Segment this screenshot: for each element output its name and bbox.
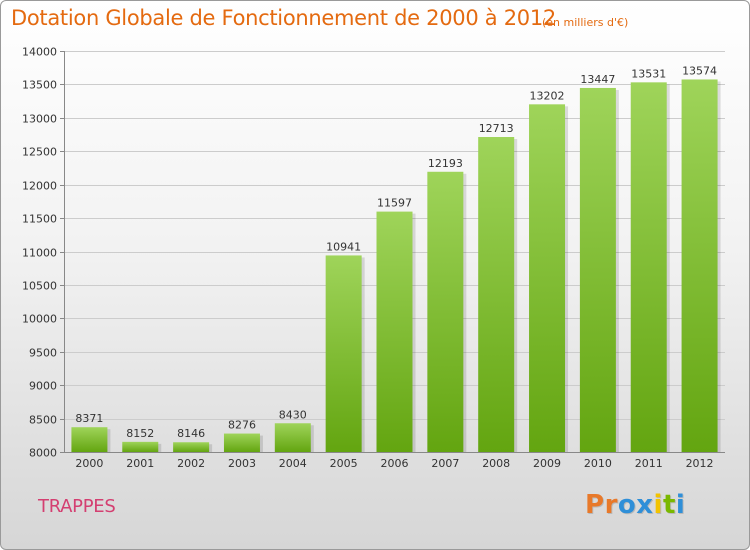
y-tick-label: 10500 xyxy=(22,280,57,293)
x-tick-label: 2004 xyxy=(279,457,307,470)
x-tick-label: 2001 xyxy=(126,457,154,470)
y-tick-label: 9000 xyxy=(29,380,57,393)
x-tick-label: 2007 xyxy=(431,457,459,470)
x-tick-label: 2012 xyxy=(686,457,714,470)
logo-letter: r xyxy=(604,490,618,520)
data-label: 11597 xyxy=(377,197,412,210)
labels: 8000 8500 9000 9500 10000 10500 11000 11500 1200… xyxy=(22,46,717,471)
y-tick-label: 8500 xyxy=(29,414,57,427)
y-tick-label: 9500 xyxy=(29,347,57,360)
chart-title: Dotation Globale de Fonctionnement de 20… xyxy=(11,6,556,30)
data-label: 12713 xyxy=(479,122,514,135)
data-label: 12193 xyxy=(428,157,463,170)
y-tick-label: 11500 xyxy=(22,213,57,226)
x-tick-label: 2006 xyxy=(381,457,409,470)
bar xyxy=(274,423,311,452)
logo-letter: t xyxy=(662,490,676,520)
commune-name: TRAPPES xyxy=(38,496,116,517)
bar xyxy=(122,441,159,452)
y-tick-label: 10000 xyxy=(22,313,57,326)
data-label: 13531 xyxy=(631,67,666,80)
axes xyxy=(60,51,725,453)
y-tick-label: 14000 xyxy=(22,46,57,59)
x-tick-label: 2009 xyxy=(533,457,561,470)
chart-subtitle: (en milliers d'€) xyxy=(542,16,629,29)
bar xyxy=(325,255,362,452)
proxiti-logo[interactable]: Proxiti xyxy=(585,490,685,520)
bar xyxy=(376,211,413,452)
data-label: 8146 xyxy=(177,427,205,440)
y-tick-label: 11000 xyxy=(22,247,57,260)
logo-letter: i xyxy=(675,490,686,520)
x-tick-label: 2008 xyxy=(482,457,510,470)
bar xyxy=(173,442,210,452)
logo-letter: x xyxy=(636,490,654,520)
data-label: 8430 xyxy=(279,408,307,421)
data-label: 13574 xyxy=(682,64,717,77)
bar xyxy=(478,137,515,452)
bar xyxy=(71,427,108,452)
y-tick-label: 8000 xyxy=(29,447,57,460)
bar xyxy=(529,104,566,452)
bar xyxy=(223,433,260,452)
logo-letter: i xyxy=(653,490,663,520)
data-label: 10941 xyxy=(326,240,361,253)
logo-letter: P xyxy=(585,490,605,520)
data-label: 8276 xyxy=(228,419,256,432)
bar xyxy=(630,82,667,452)
data-label: 13202 xyxy=(530,89,565,102)
bar xyxy=(427,171,464,453)
y-tick-label: 13500 xyxy=(22,79,57,92)
x-tick-label: 2005 xyxy=(330,457,358,470)
x-tick-label: 2011 xyxy=(635,457,663,470)
x-tick-label: 2003 xyxy=(228,457,256,470)
logo-letter: o xyxy=(617,490,637,520)
data-label: 8152 xyxy=(126,427,154,440)
data-label: 13447 xyxy=(580,73,615,86)
bar xyxy=(681,79,718,452)
y-tick-label: 12000 xyxy=(22,180,57,193)
bar xyxy=(579,87,616,452)
data-label: 8371 xyxy=(75,412,103,425)
x-tick-label: 2010 xyxy=(584,457,612,470)
x-tick-label: 2000 xyxy=(75,457,103,470)
bars xyxy=(71,79,721,453)
x-tick-label: 2002 xyxy=(177,457,205,470)
y-tick-label: 12500 xyxy=(22,146,57,159)
y-tick-label: 13000 xyxy=(22,113,57,126)
